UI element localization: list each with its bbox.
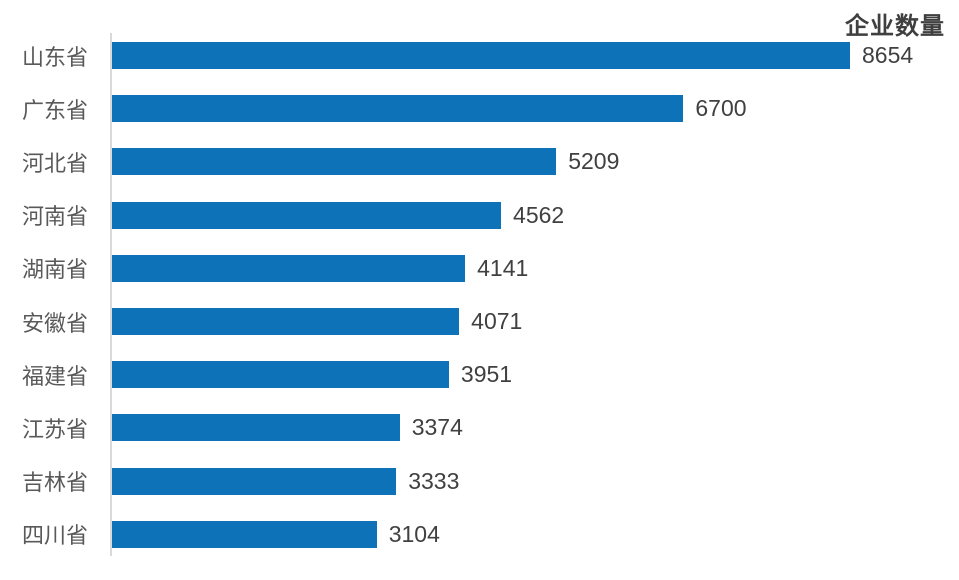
bar-track: 3374 [112, 414, 959, 442]
bar-track: 5209 [112, 148, 959, 176]
bar [112, 308, 460, 336]
bar-row: 安徽省 4071 [0, 295, 959, 348]
category-label: 广东省 [21, 97, 88, 123]
value-label: 8654 [862, 42, 914, 69]
bar-track: 4562 [112, 201, 959, 229]
bar-track: 3333 [112, 467, 959, 495]
value-label: 4141 [477, 254, 529, 281]
bar-row: 江苏省 3374 [0, 401, 959, 454]
bar-row: 广东省 6700 [0, 82, 959, 135]
bar-track: 8654 [112, 42, 959, 70]
category-label: 福建省 [21, 363, 88, 389]
category-label: 四川省 [21, 523, 88, 549]
bar-track: 6700 [112, 95, 959, 123]
category-label: 湖南省 [21, 257, 88, 283]
value-label: 5209 [568, 148, 620, 175]
bar [112, 95, 684, 123]
value-label: 6700 [695, 95, 747, 122]
bar-row: 吉林省 3333 [0, 455, 959, 508]
bar [112, 361, 449, 389]
bar-row: 河南省 4562 [0, 189, 959, 242]
bar-track: 4141 [112, 254, 959, 282]
category-label: 河北省 [21, 150, 88, 176]
bar-track: 4071 [112, 308, 959, 336]
bar-track: 3951 [112, 361, 959, 389]
category-label: 安徽省 [21, 310, 88, 336]
bar [112, 414, 400, 442]
value-label: 3951 [460, 361, 513, 388]
bar-row: 湖南省 4141 [0, 242, 959, 295]
bar-row: 山东省 8654 [0, 29, 959, 82]
chart-title: 企业数量 [845, 13, 945, 40]
bar-track: 3104 [112, 520, 959, 548]
category-label: 山东省 [21, 44, 88, 70]
bar-row: 四川省 3104 [0, 508, 959, 561]
bar [112, 148, 557, 176]
value-label: 3374 [411, 414, 463, 441]
bar [112, 42, 850, 70]
category-label: 吉林省 [21, 470, 88, 496]
category-axis-line [110, 33, 112, 556]
bar [112, 254, 466, 282]
bar [112, 520, 377, 548]
bar-rows: 山东省 8654 广东省 6700 河北省 5209 河南省 4562 湖南省 4141 安徽省 40… [0, 29, 959, 561]
value-label: 4562 [513, 201, 565, 228]
category-label: 江苏省 [21, 416, 88, 442]
value-label: 3104 [388, 520, 440, 547]
category-label: 河南省 [21, 204, 88, 230]
value-label: 4071 [471, 308, 523, 335]
bar-row: 福建省 3951 [0, 348, 959, 401]
value-label: 3333 [408, 467, 460, 494]
bar-row: 河北省 5209 [0, 135, 959, 188]
bar [112, 467, 397, 495]
bar [112, 201, 502, 229]
